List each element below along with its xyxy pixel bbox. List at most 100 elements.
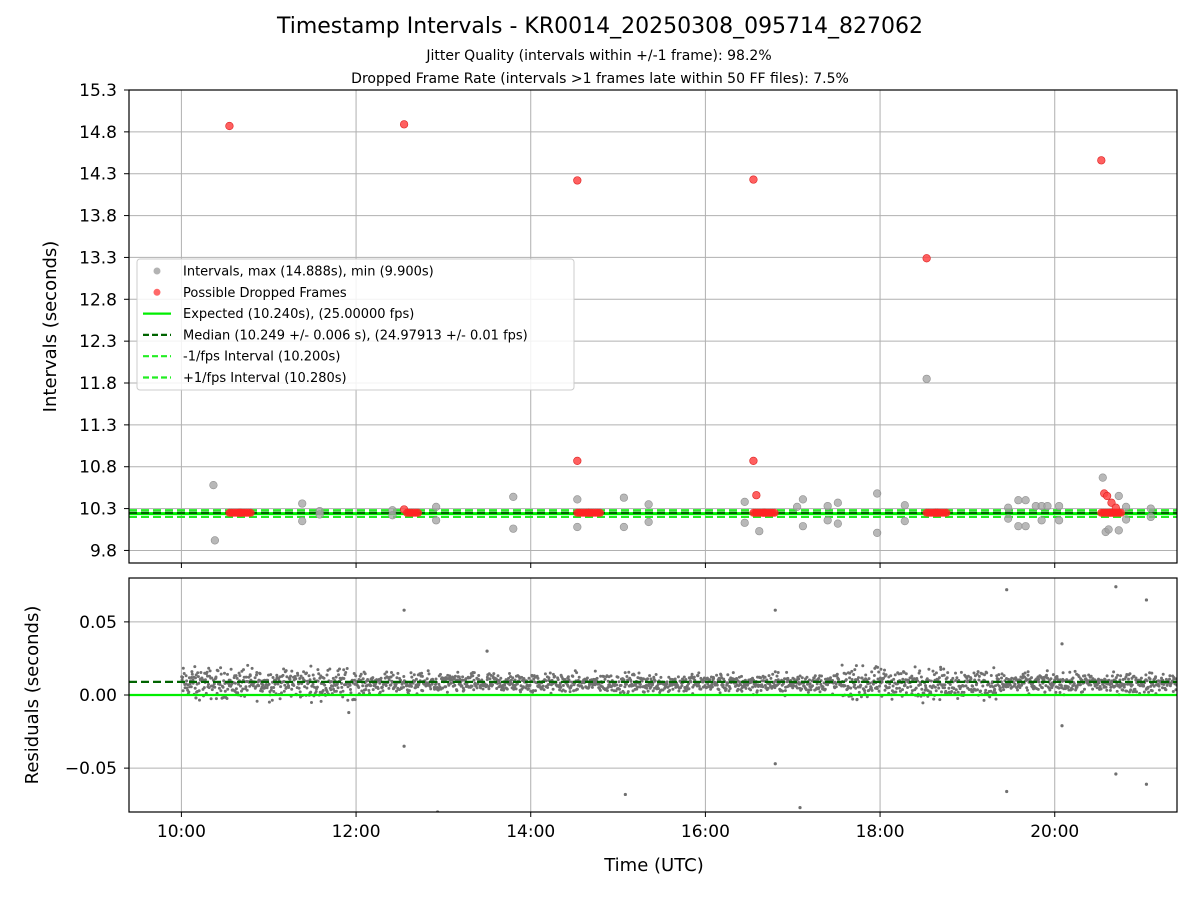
residual-point	[871, 682, 875, 686]
residual-point	[649, 677, 653, 681]
residual-point	[883, 668, 886, 672]
residual-point	[684, 678, 688, 681]
residual-point	[804, 688, 808, 692]
residual-point	[956, 690, 960, 694]
residual-point	[410, 684, 413, 688]
residual-point	[864, 685, 868, 689]
residual-point	[618, 691, 622, 695]
interval-point	[740, 497, 749, 506]
residual-point	[1053, 678, 1057, 682]
residual-point	[1110, 674, 1114, 678]
residual-point	[273, 682, 277, 686]
residual-point	[180, 678, 184, 682]
residual-point	[314, 690, 318, 693]
residual-point	[1057, 686, 1061, 690]
residual-point	[1037, 677, 1041, 681]
interval-point	[1004, 514, 1013, 523]
residual-point	[233, 681, 237, 685]
residual-point	[253, 676, 257, 680]
residual-point	[880, 680, 884, 684]
residual-point	[1122, 685, 1126, 689]
residual-point	[903, 683, 907, 687]
residual-point	[605, 689, 609, 693]
residual-point	[860, 676, 864, 680]
residual-point	[453, 674, 457, 678]
residual-point	[309, 690, 313, 694]
residual-point	[430, 682, 434, 686]
residual-point	[238, 674, 242, 678]
residual-point	[1045, 673, 1048, 677]
residual-point	[470, 684, 474, 688]
residual-point	[792, 684, 796, 688]
residual-point	[1157, 684, 1161, 688]
residual-point	[710, 685, 714, 689]
residual-point	[919, 675, 923, 679]
residual-point	[857, 680, 861, 684]
residual-point	[360, 689, 364, 693]
residual-point	[887, 686, 891, 689]
residual-point	[1164, 688, 1168, 692]
residual-point	[1165, 683, 1169, 687]
residual-point	[294, 677, 298, 681]
residual-point	[811, 684, 814, 688]
residual-point	[505, 687, 509, 691]
residual-point	[642, 677, 645, 681]
residual-point	[1161, 686, 1164, 690]
residual-point	[487, 687, 491, 691]
residual-point	[638, 682, 642, 686]
residual-point	[813, 674, 817, 678]
residual-point	[369, 684, 373, 688]
residual-point	[280, 691, 283, 695]
residual-outlier-point	[1005, 588, 1009, 592]
residual-point	[976, 688, 979, 692]
residual-point	[954, 671, 957, 675]
residual-point	[844, 678, 848, 682]
residual-point	[496, 674, 500, 678]
residual-point	[551, 687, 555, 691]
interval-point	[900, 501, 909, 510]
residual-point	[1066, 685, 1070, 689]
residual-point	[527, 687, 530, 691]
residual-point	[1168, 674, 1172, 678]
residual-point	[307, 674, 311, 678]
residual-point	[212, 682, 216, 686]
residual-point	[815, 682, 819, 686]
residual-point	[492, 672, 496, 676]
y-tick-label: 11.3	[79, 416, 117, 436]
residual-point	[977, 674, 981, 678]
residual-point	[261, 683, 265, 687]
residual-point	[189, 685, 193, 689]
residual-point	[245, 688, 249, 692]
residual-point	[879, 667, 883, 671]
residual-point	[439, 672, 442, 676]
residual-point	[250, 666, 254, 670]
residual-point	[848, 671, 852, 675]
residual-point	[740, 674, 743, 678]
residual-point	[473, 681, 477, 685]
residual-point	[988, 695, 992, 699]
residual-point	[615, 683, 619, 687]
residual-point	[410, 675, 414, 679]
residual-point	[1104, 685, 1108, 689]
residual-point	[485, 675, 489, 679]
intervals-y-axis-label: Intervals (seconds)	[40, 241, 61, 413]
residual-point	[818, 690, 822, 694]
residual-point	[759, 689, 763, 692]
residual-point	[1002, 674, 1006, 678]
residual-point	[1119, 674, 1123, 678]
residual-point	[331, 676, 335, 680]
residual-point	[499, 676, 503, 680]
residual-point	[299, 674, 303, 678]
dropped-frame-cluster-point	[770, 508, 779, 517]
residual-point	[1073, 669, 1077, 673]
x-tick-label: 18:00	[856, 822, 905, 842]
residual-point	[194, 676, 197, 680]
residual-point	[724, 687, 728, 691]
residual-point	[528, 683, 532, 687]
residual-point	[488, 677, 492, 681]
residual-point	[946, 671, 950, 675]
residual-point	[637, 671, 641, 675]
residual-outlier-point	[1144, 598, 1149, 602]
residual-point	[1018, 686, 1022, 690]
